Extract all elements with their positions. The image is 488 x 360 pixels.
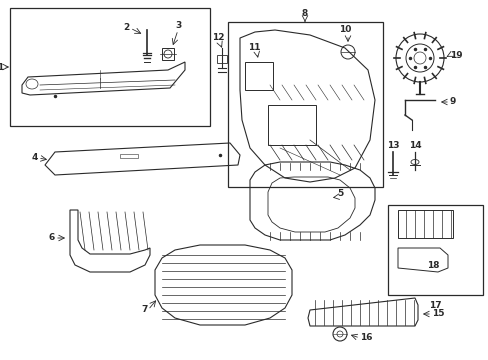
Bar (120, 154, 138, 158)
Bar (227, 22, 382, 187)
Text: 18: 18 (426, 261, 439, 270)
Bar (387, 205, 482, 295)
Text: 15: 15 (431, 310, 444, 319)
Text: 9: 9 (449, 98, 455, 107)
Text: 12: 12 (211, 33, 224, 42)
Text: 7: 7 (142, 306, 148, 315)
Text: 2: 2 (123, 23, 130, 32)
Text: 6: 6 (49, 234, 55, 243)
Bar (267, 105, 315, 145)
Text: 14: 14 (408, 140, 421, 149)
Bar (162, 48, 174, 60)
Text: 17: 17 (428, 301, 440, 310)
Text: 4: 4 (32, 153, 38, 162)
Text: 16: 16 (359, 333, 372, 342)
Bar (10, 8, 209, 126)
Text: 10: 10 (338, 26, 350, 35)
Bar (244, 62, 272, 90)
Text: 5: 5 (336, 189, 343, 198)
Text: 1: 1 (0, 63, 3, 72)
Text: 8: 8 (301, 9, 307, 18)
Text: 11: 11 (247, 44, 260, 53)
Text: 19: 19 (449, 50, 462, 59)
Bar (217, 55, 226, 63)
Text: 13: 13 (386, 140, 398, 149)
Bar (397, 210, 452, 238)
Text: 3: 3 (175, 21, 181, 30)
